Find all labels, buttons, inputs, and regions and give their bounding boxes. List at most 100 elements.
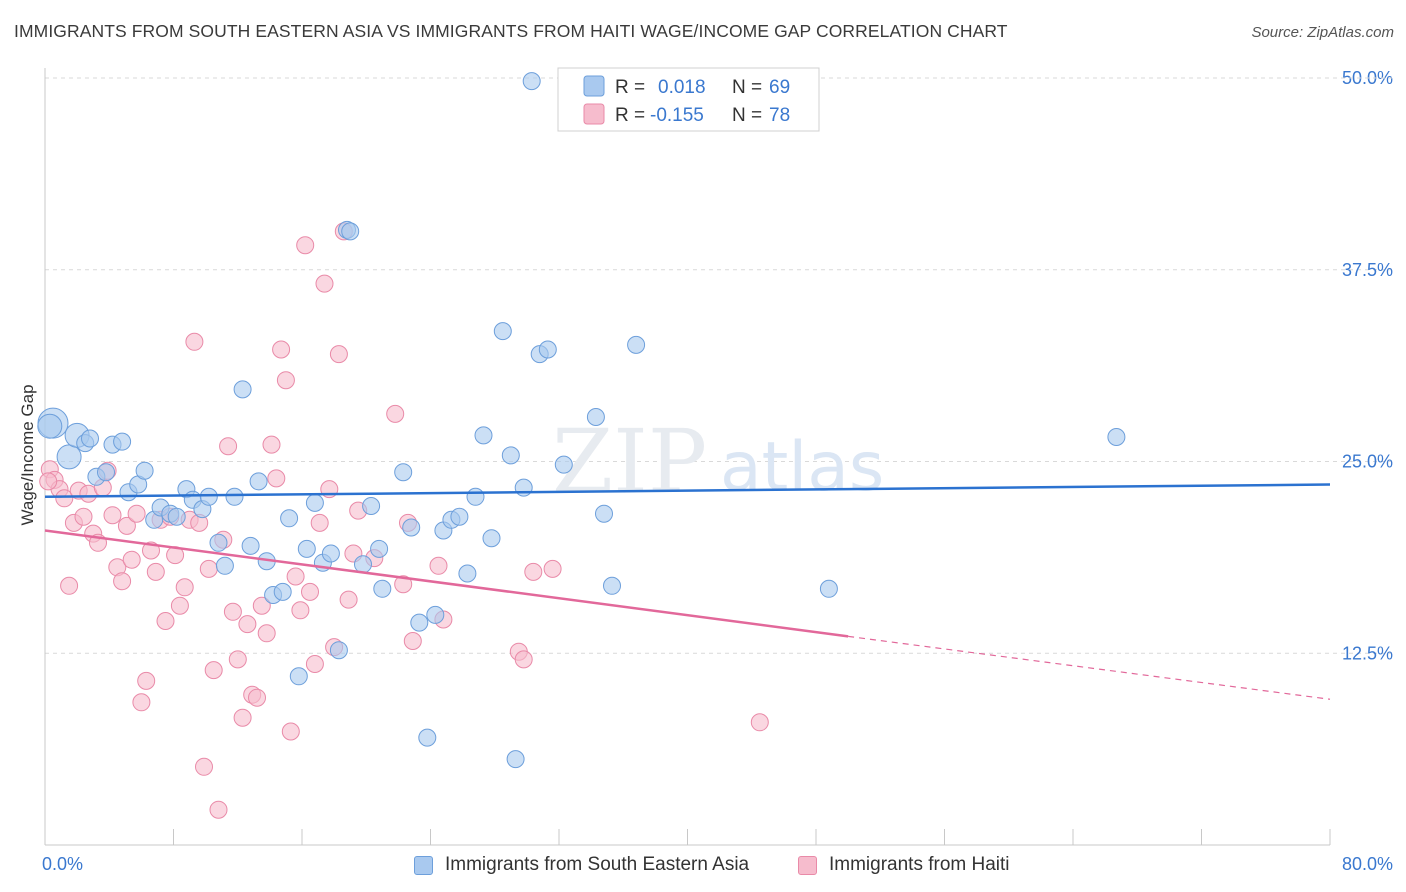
legend-swatch-sea-bottom (414, 855, 433, 875)
sea-point (402, 518, 421, 537)
sea-point (586, 408, 605, 426)
sea-points (37, 72, 1126, 769)
haiti-point (543, 559, 562, 578)
haiti-point (103, 506, 122, 525)
sea-point (394, 463, 413, 482)
haiti-point (429, 556, 448, 575)
legend-label-sea: Immigrants from South Eastern Asia (445, 854, 750, 875)
haiti-point (156, 612, 175, 630)
n-value-sea: 69 (769, 77, 790, 98)
haiti-point (315, 274, 334, 293)
sea-point (135, 461, 154, 480)
sea-point (113, 432, 132, 451)
haiti-point (305, 655, 324, 673)
sea-point (341, 222, 360, 241)
haiti-point (286, 567, 305, 586)
sea-point (209, 533, 228, 552)
r-value-sea: 0.018 (658, 77, 706, 98)
sea-point (373, 579, 392, 598)
haiti-point (137, 671, 156, 690)
sea-point (426, 605, 445, 624)
sea-point (1107, 428, 1126, 446)
haiti-point (132, 693, 151, 712)
sea-point (233, 380, 252, 399)
x-tick-label-max: 80.0% (1342, 854, 1393, 874)
haiti-point (127, 504, 146, 523)
haiti-point (204, 661, 223, 680)
haiti-point (257, 624, 276, 643)
haiti-point (185, 332, 204, 351)
watermark: ZIP atlas (552, 410, 884, 513)
n-label-sea: N = (732, 77, 762, 98)
sea-trend-line (44, 483, 1331, 499)
source-attribution: Source: ZipAtlas.com (1251, 24, 1394, 41)
watermark-zip: ZIP (552, 410, 707, 513)
haiti-point (228, 650, 247, 669)
haiti-point (60, 576, 79, 595)
haiti-point (117, 516, 136, 535)
sea-point (289, 667, 308, 686)
haiti-trend-extension (848, 635, 1331, 700)
haiti-point (223, 602, 242, 621)
legend-swatch-haiti (583, 103, 605, 125)
haiti-point (146, 562, 165, 581)
watermark-atlas: atlas (720, 428, 884, 507)
r-label-sea: R = (615, 77, 645, 98)
haiti-point (252, 596, 271, 615)
haiti-point (233, 708, 252, 727)
legend-label-haiti: Immigrants from Haiti (829, 854, 1010, 875)
sea-point (538, 340, 557, 359)
sea-point (167, 507, 186, 526)
haiti-point (238, 615, 257, 634)
haiti-point (296, 236, 315, 255)
sea-point (450, 507, 469, 526)
sea-point (225, 487, 244, 506)
haiti-point (301, 582, 319, 601)
sea-point (506, 750, 525, 769)
y-axis-label: Wage/Income Gap (18, 384, 37, 525)
y-tick-label: 25.0% (1342, 452, 1393, 472)
sea-point (501, 446, 520, 465)
haiti-point (39, 472, 58, 491)
haiti-point (170, 596, 189, 615)
sea-point (522, 72, 541, 91)
sea-point (280, 509, 299, 528)
r-label-haiti: R = (615, 105, 645, 126)
sea-point (595, 504, 613, 523)
sea-point (215, 556, 234, 575)
sea-point (241, 536, 260, 555)
haiti-point (74, 507, 93, 526)
haiti-point (276, 371, 295, 390)
sea-point (474, 426, 493, 445)
y-tick-label: 37.5% (1342, 260, 1393, 280)
haiti-point (122, 550, 141, 569)
haiti-point (386, 404, 405, 423)
sea-point (199, 487, 218, 506)
legend-swatch-haiti-bottom (798, 855, 817, 875)
sea-point (329, 641, 348, 660)
haiti-point (310, 513, 329, 532)
sea-point (56, 444, 82, 470)
sea-point (819, 579, 838, 598)
haiti-point (262, 435, 281, 454)
haiti-point (267, 469, 286, 488)
chart-title: IMMIGRANTS FROM SOUTH EASTERN ASIA VS IM… (14, 21, 1008, 41)
legend-swatch-sea (583, 75, 605, 97)
sea-point (482, 529, 501, 548)
sea-point (466, 487, 485, 506)
haiti-point (219, 437, 238, 456)
haiti-point (329, 345, 348, 364)
y-tick-label: 12.5% (1342, 643, 1393, 663)
haiti-point (272, 340, 291, 359)
sea-point (321, 544, 340, 563)
trend-lines (44, 483, 1331, 700)
legend-item-sea: Immigrants from South Eastern Asia (414, 854, 749, 876)
legend-item-haiti: Immigrants from Haiti (798, 854, 1010, 876)
haiti-point (199, 559, 218, 578)
sea-point (627, 335, 646, 354)
n-label-haiti: N = (732, 105, 762, 126)
haiti-point (113, 572, 132, 591)
sea-point (418, 728, 437, 747)
sea-point (554, 455, 573, 474)
